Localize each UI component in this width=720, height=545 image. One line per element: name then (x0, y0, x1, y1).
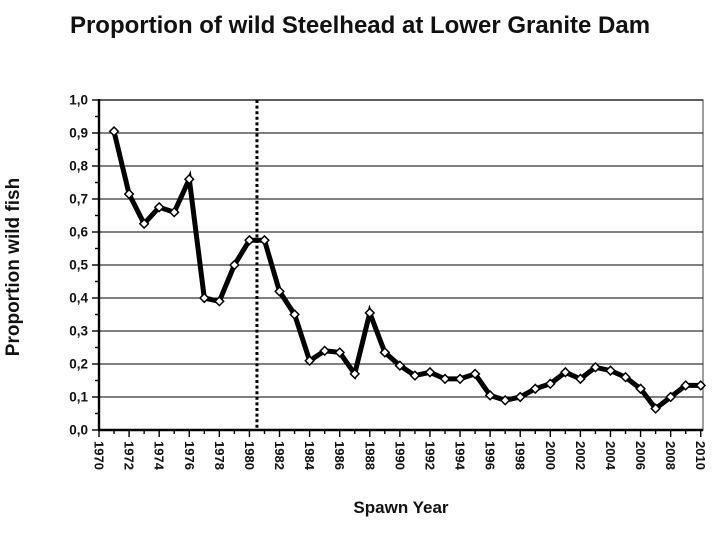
data-point-marker (334, 347, 346, 358)
data-point-marker (274, 286, 285, 297)
y-tick-label: 0,6 (69, 225, 88, 240)
data-point-marker (469, 368, 481, 380)
data-point-marker (544, 378, 556, 390)
x-tick-label: 2002 (573, 441, 588, 470)
data-point-marker (379, 347, 391, 358)
data-point-marker (484, 389, 496, 401)
data-point-marker (454, 373, 466, 385)
data-point-marker (514, 391, 526, 403)
x-tick-label: 1988 (362, 441, 377, 470)
x-tick-label: 1976 (182, 441, 197, 470)
data-point-marker (108, 125, 120, 137)
data-point-marker (635, 383, 646, 395)
x-tick-label: 2006 (633, 441, 648, 470)
y-axis-title: Proportion wild fish (3, 177, 24, 357)
data-point-marker (259, 234, 270, 246)
data-point-marker (695, 380, 707, 391)
data-point-marker (138, 218, 150, 230)
data-point-marker (183, 173, 195, 185)
x-tick-label: 1998 (513, 441, 528, 470)
x-tick-label: 1990 (392, 441, 407, 470)
y-tick-label: 1,0 (69, 93, 88, 108)
x-tick-label: 1980 (242, 441, 257, 470)
data-point-marker (559, 366, 571, 378)
x-tick-label: 2008 (663, 441, 678, 470)
x-tick-label: 2000 (543, 441, 558, 470)
x-tick-label: 1986 (332, 441, 347, 470)
data-point-marker (304, 355, 315, 367)
data-point-marker (229, 259, 240, 271)
data-point-marker (123, 188, 135, 200)
y-tick-label: 0,8 (69, 159, 88, 174)
data-point-marker (349, 368, 361, 380)
data-point-marker (665, 391, 677, 403)
data-point-marker (499, 394, 511, 406)
chart-title: Proportion of wild Steelhead at Lower Gr… (69, 12, 651, 39)
data-point-marker (394, 360, 406, 372)
data-point-marker (575, 373, 586, 385)
y-tick-label: 0,1 (69, 390, 88, 405)
y-tick-label: 0,0 (69, 423, 88, 438)
x-tick-label: 2010 (693, 441, 708, 470)
y-tick-label: 0,2 (69, 357, 88, 372)
y-tick-label: 0,7 (69, 192, 88, 207)
x-tick-label: 1992 (422, 441, 437, 470)
data-point-marker (244, 234, 255, 246)
x-tick-label: 1970 (92, 441, 107, 470)
data-point-marker (364, 307, 376, 319)
x-tick-label: 1984 (302, 441, 317, 471)
data-point-marker (319, 345, 331, 357)
data-point-marker (213, 295, 225, 307)
x-tick-label: 1978 (212, 441, 227, 470)
x-axis-title: Spawn Year (353, 498, 449, 517)
data-point-marker (168, 206, 180, 218)
y-tick-label: 0,3 (69, 324, 88, 339)
data-point-marker (529, 383, 541, 395)
x-tick-label: 1972 (122, 441, 137, 470)
data-series-line (111, 130, 701, 413)
y-tick-label: 0,5 (69, 258, 88, 273)
data-point-marker (409, 370, 421, 381)
y-tick-label: 0,4 (69, 291, 88, 306)
x-tick-label: 1982 (272, 441, 287, 470)
x-tick-label: 1994 (453, 441, 468, 471)
data-point-marker (650, 403, 661, 414)
data-point-marker (605, 365, 616, 376)
data-point-marker (289, 309, 300, 320)
data-point-marker (198, 292, 210, 304)
data-point-marker (424, 366, 436, 378)
x-tick-label: 2004 (603, 441, 618, 471)
data-point-marker (590, 361, 601, 373)
data-point-marker (439, 373, 451, 385)
data-point-marker (680, 380, 692, 391)
x-tick-label: 1974 (152, 441, 167, 471)
y-tick-label: 0,9 (69, 126, 88, 141)
data-point-marker (620, 371, 631, 383)
x-tick-label: 1996 (483, 441, 498, 470)
data-point-marker (153, 201, 165, 213)
